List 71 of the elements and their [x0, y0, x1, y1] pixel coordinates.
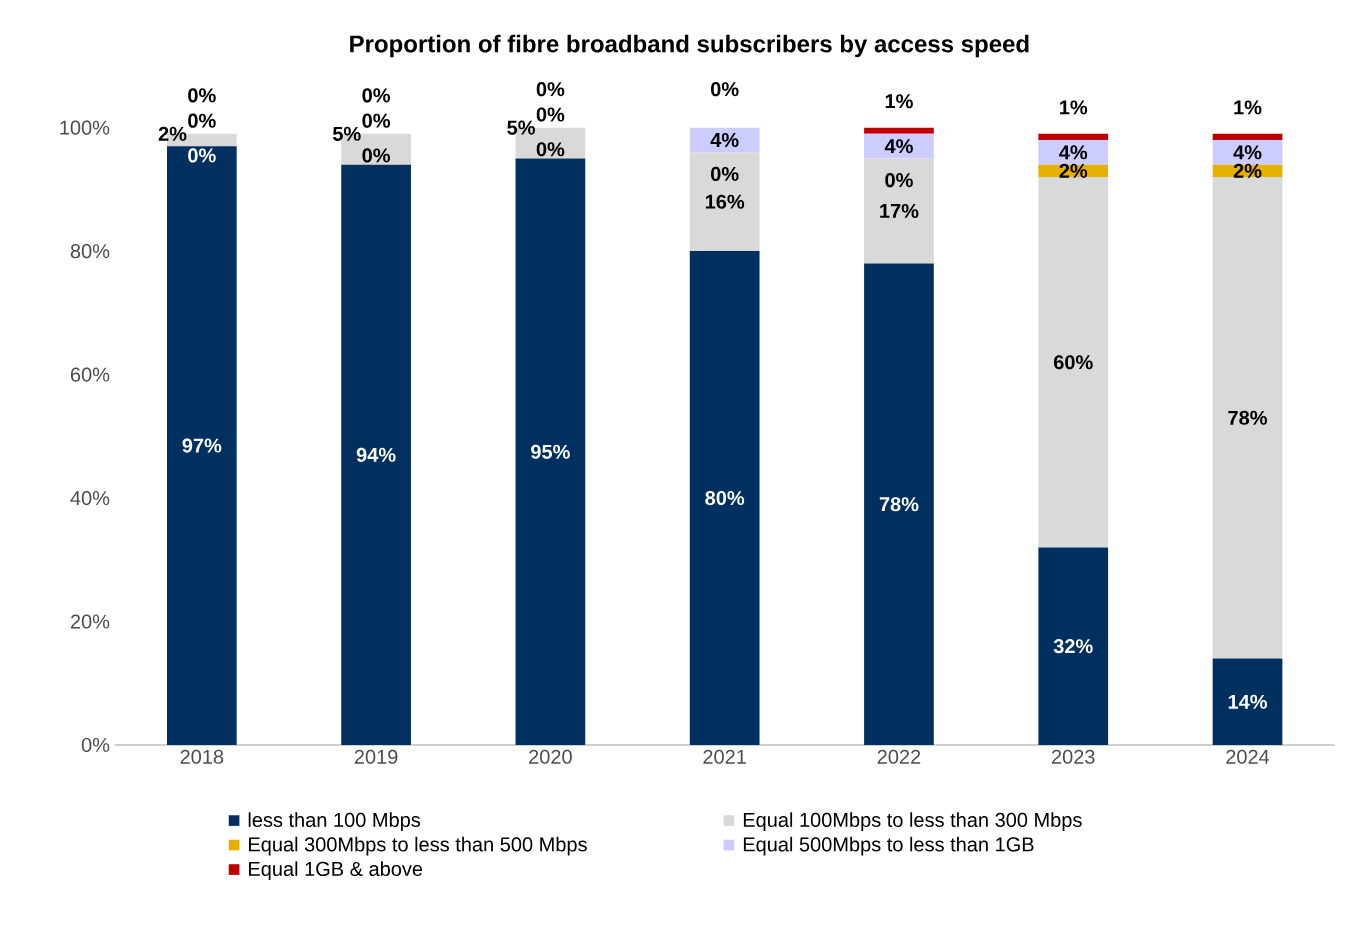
- y-tick-label: 80%: [70, 244, 110, 259]
- bar: [1038, 133, 1109, 140]
- x-tick-label: 2023: [1051, 749, 1095, 764]
- bar: [864, 127, 934, 134]
- y-tick-label: 0%: [81, 737, 110, 753]
- data-label: 0%: [711, 82, 739, 97]
- data-label: 4%: [884, 139, 913, 154]
- data-label: 0%: [885, 173, 913, 188]
- data-label: 0%: [536, 107, 565, 122]
- bar: [1212, 140, 1283, 165]
- data-label: 0%: [188, 88, 216, 103]
- data-label: 4%: [1059, 145, 1088, 160]
- data-label: 0%: [362, 113, 391, 128]
- data-label: 0%: [362, 88, 391, 103]
- legend-label: Equal 300Mbps to less than 500 Mbps: [249, 836, 587, 856]
- data-label: 95%: [531, 444, 570, 459]
- data-label: 60%: [1053, 355, 1093, 370]
- bar: [864, 158, 934, 264]
- data-label: 0%: [188, 148, 216, 163]
- data-label: 1%: [885, 94, 913, 109]
- bar: [515, 158, 586, 745]
- data-label: 0%: [711, 166, 739, 182]
- legend-label: Equal 1GB & above: [249, 861, 423, 880]
- data-label: 5%: [332, 126, 361, 141]
- bar: [1038, 140, 1109, 165]
- data-label: 2%: [158, 126, 187, 141]
- bar: [864, 133, 934, 159]
- x-tick-label: 2020: [529, 749, 572, 764]
- legend-label: Equal 100Mbps to less than 300 Mbps: [743, 812, 1082, 831]
- y-tick-label: 20%: [70, 614, 110, 629]
- data-label: 0%: [362, 148, 391, 163]
- data-label: 32%: [1053, 639, 1093, 654]
- data-label: 78%: [879, 497, 919, 512]
- y-tick-label: 60%: [70, 367, 110, 382]
- bar: [166, 146, 237, 745]
- legend-label: Equal 500Mbps to less than 1GB: [743, 836, 1034, 856]
- bar: [689, 152, 760, 252]
- x-tick-label: 2021: [703, 749, 746, 764]
- data-label: 14%: [1228, 694, 1267, 709]
- chart-title: Proportion of fibre broadband subscribers by access speed: [350, 34, 1029, 58]
- data-label: 2%: [1233, 163, 1262, 178]
- y-tick-label: 40%: [70, 490, 110, 506]
- y-tick-label: 100%: [60, 120, 110, 135]
- data-label: 80%: [705, 490, 745, 506]
- data-label: 97%: [182, 438, 222, 453]
- data-label: 16%: [705, 194, 745, 209]
- x-tick-label: 2022: [877, 749, 921, 764]
- data-label: 94%: [356, 447, 396, 462]
- data-label: 1%: [1234, 100, 1262, 115]
- bar: [1038, 547, 1109, 745]
- x-tick-label: 2019: [354, 749, 398, 764]
- data-label: 1%: [1060, 100, 1088, 115]
- data-label: 5%: [507, 120, 535, 135]
- bar: [1212, 177, 1283, 659]
- data-label: 0%: [536, 142, 565, 157]
- bar: [341, 164, 411, 745]
- data-label: 78%: [1228, 410, 1267, 425]
- bar: [689, 251, 760, 745]
- x-tick-label: 2024: [1226, 749, 1270, 764]
- data-label: 0%: [188, 113, 216, 128]
- x-tick-label: 2018: [180, 749, 224, 764]
- data-label: 4%: [1233, 145, 1262, 160]
- bar: [864, 263, 934, 745]
- legend-label: less than 100 Mbps: [248, 812, 421, 831]
- data-label: 17%: [880, 203, 919, 219]
- bar: [1212, 658, 1283, 745]
- data-label: 2%: [1059, 163, 1088, 178]
- data-label: 4%: [710, 132, 739, 148]
- bar: [1212, 133, 1283, 140]
- bar: [1038, 177, 1109, 548]
- data-label: 0%: [536, 82, 565, 97]
